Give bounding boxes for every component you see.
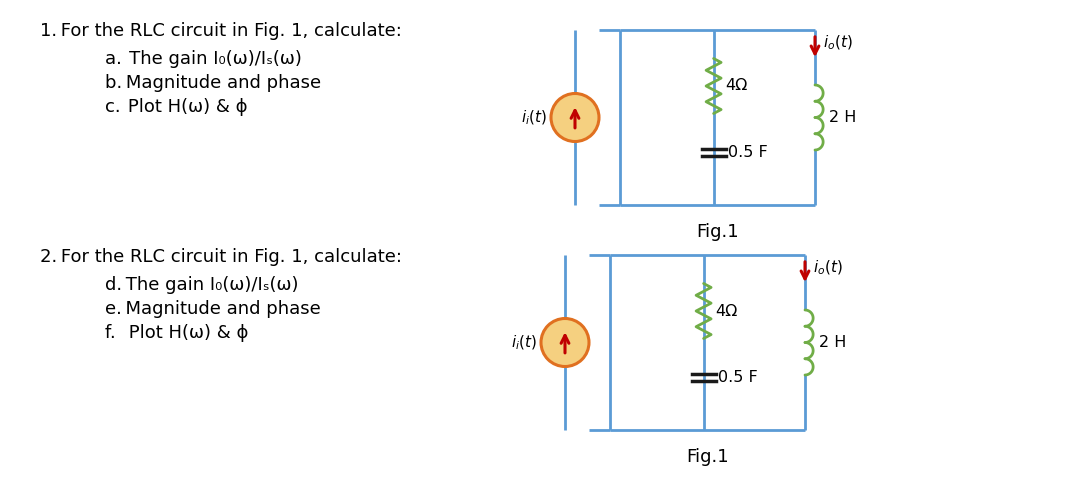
Text: $i_o(t)$: $i_o(t)$ xyxy=(823,34,853,53)
Text: Fig.1: Fig.1 xyxy=(697,223,739,241)
Text: 2 H: 2 H xyxy=(819,335,847,350)
Circle shape xyxy=(551,94,599,142)
Text: b. Magnitude and phase: b. Magnitude and phase xyxy=(105,74,321,92)
Text: 4Ω: 4Ω xyxy=(716,304,738,319)
Text: c.  Plot H(ω) & ϕ: c. Plot H(ω) & ϕ xyxy=(105,98,247,116)
Text: 2. For the RLC circuit in Fig. 1, calculate:: 2. For the RLC circuit in Fig. 1, calcul… xyxy=(40,248,402,266)
Text: f.   Plot H(ω) & ϕ: f. Plot H(ω) & ϕ xyxy=(105,324,248,342)
Text: $i_i(t)$: $i_i(t)$ xyxy=(511,333,537,352)
Text: e. Magnitude and phase: e. Magnitude and phase xyxy=(105,300,321,318)
Text: 4Ω: 4Ω xyxy=(726,79,748,94)
Text: 0.5 F: 0.5 F xyxy=(728,145,768,160)
Text: 0.5 F: 0.5 F xyxy=(717,370,757,385)
Text: d. The gain I₀(ω)/Iₛ(ω): d. The gain I₀(ω)/Iₛ(ω) xyxy=(105,276,298,294)
Text: $i_o(t)$: $i_o(t)$ xyxy=(813,259,842,278)
Text: 2 H: 2 H xyxy=(829,110,856,125)
Text: $i_i(t)$: $i_i(t)$ xyxy=(521,108,546,127)
Text: a.  The gain I₀(ω)/Iₛ(ω): a. The gain I₀(ω)/Iₛ(ω) xyxy=(105,50,302,68)
Text: 1. For the RLC circuit in Fig. 1, calculate:: 1. For the RLC circuit in Fig. 1, calcul… xyxy=(40,22,402,40)
Text: Fig.1: Fig.1 xyxy=(686,448,729,466)
Circle shape xyxy=(541,319,589,366)
